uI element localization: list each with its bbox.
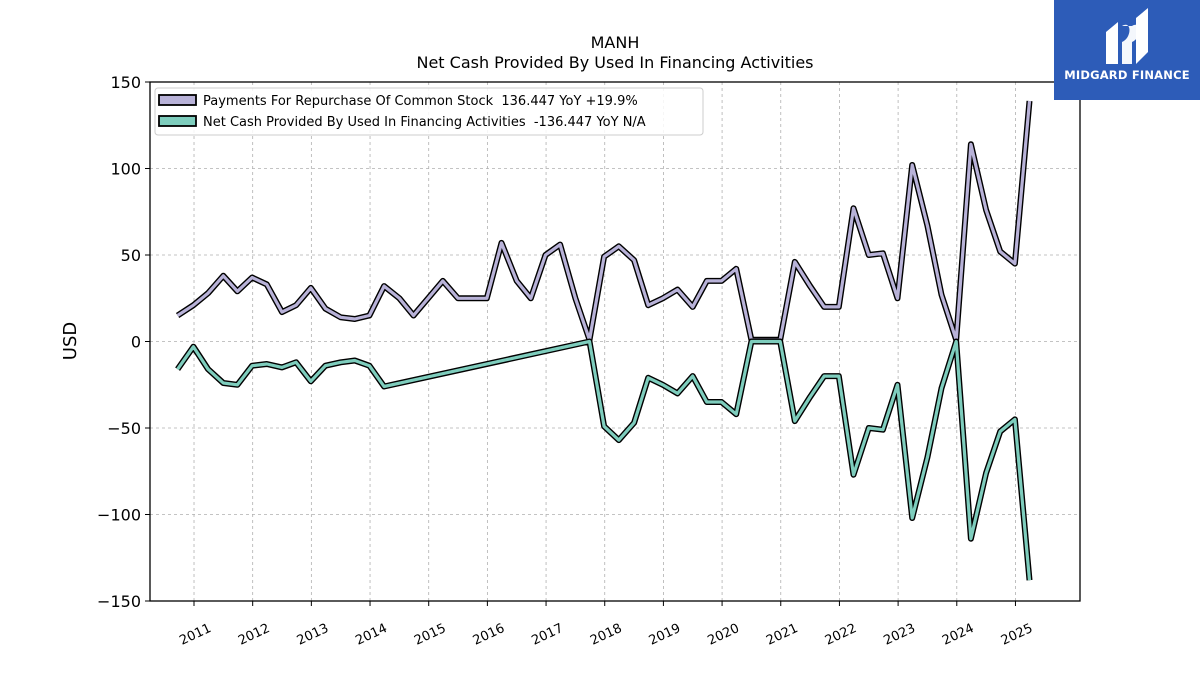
x-tick-label: 2018: [588, 621, 624, 649]
axes: 2011 2012 2013 2014 2015 2016 2017 2018 2019 2020…: [97, 73, 1035, 649]
y-tick-label: 50: [121, 246, 141, 265]
x-tick-label: 2013: [295, 621, 331, 649]
x-tick-label: 2023: [881, 621, 917, 649]
x-tick-label: 2012: [236, 621, 272, 649]
grid: [150, 81, 1080, 602]
y-tick-label: 150: [110, 73, 141, 92]
legend-label-repurchase: Payments For Repurchase Of Common Stock …: [203, 94, 638, 109]
chart-subtitle: Net Cash Provided By Used In Financing A…: [416, 53, 813, 72]
x-tick-label: 2019: [647, 621, 683, 649]
y-tick-label: 0: [131, 333, 141, 352]
chart-title: MANH: [591, 33, 640, 52]
x-tick-label: 2021: [764, 621, 800, 649]
series-line-0: [176, 100, 1032, 342]
y-axis-label: USD: [60, 322, 81, 360]
legend-box: [154, 87, 704, 136]
x-tick-label: 2011: [177, 621, 213, 649]
x-tick-label: 2020: [705, 621, 741, 649]
x-tick-label: 2024: [940, 621, 976, 649]
x-tick-label: 2015: [412, 621, 448, 649]
legend-label-financing: Net Cash Provided By Used In Financing A…: [203, 115, 646, 130]
brand-logo: MIDGARD FINANCE: [1054, 0, 1200, 100]
y-tick-label: −100: [97, 506, 141, 525]
x-tick-label: 2022: [823, 621, 859, 649]
legend-swatch-repurchase: [158, 94, 197, 106]
x-tick-label: 2025: [999, 621, 1035, 649]
y-tick-label: −50: [107, 419, 141, 438]
series-line-1: [176, 339, 1032, 581]
x-tick-label: 2014: [353, 621, 389, 649]
series-layer: [175, 100, 1033, 581]
y-tick-label: 100: [110, 160, 141, 179]
x-tick-label: 2016: [471, 621, 507, 649]
logo-mark-icon: [1106, 8, 1148, 64]
y-tick-label: −150: [97, 592, 141, 611]
logo-text: MIDGARD FINANCE: [1064, 68, 1190, 82]
legend: Payments For Repurchase Of Common Stock …: [154, 87, 704, 136]
x-tick-label: 2017: [529, 621, 565, 649]
legend-swatch-financing: [158, 115, 197, 127]
series-outline-0: [175, 100, 1033, 343]
series-outline-1: [175, 338, 1033, 581]
